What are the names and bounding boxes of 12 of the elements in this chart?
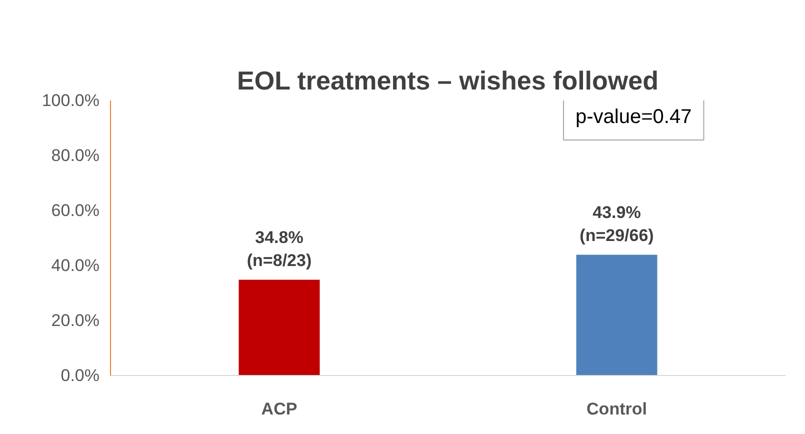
data-label: 34.8% (n=8/23) [246,228,312,270]
y-tick-label: 40.0% [51,256,100,275]
y-tick-label: 0.0% [60,366,100,385]
y-tick-label: 60.0% [51,201,100,220]
x-tick-label: Control [586,400,647,418]
y-tick-label: 100.0% [42,91,100,110]
data-label: 43.9% (n=29/66) [580,202,654,245]
x-tick-label: ACP [261,400,298,418]
annotation: p-value=0.47 [576,106,692,128]
y-tick-label: 20.0% [51,311,100,330]
chart-title: EOL treatments – wishes followed [237,66,658,96]
y-tick-label: 80.0% [51,146,100,165]
